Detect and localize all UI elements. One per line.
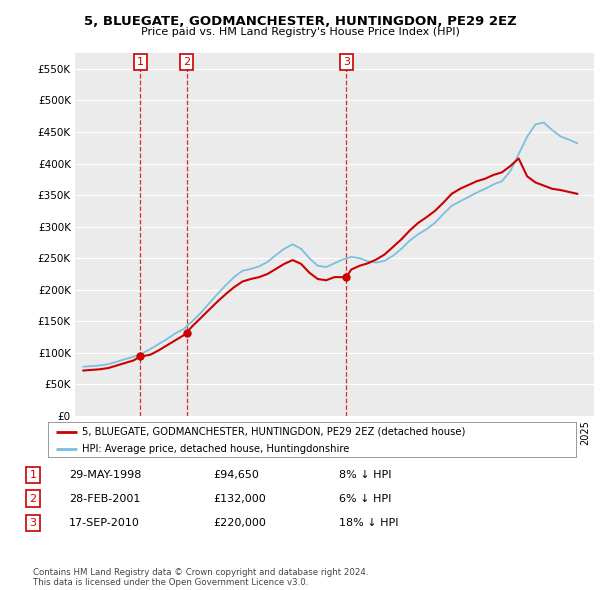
- Text: 2: 2: [183, 57, 190, 67]
- Text: £132,000: £132,000: [213, 494, 266, 503]
- Text: 1: 1: [137, 57, 144, 67]
- Text: £220,000: £220,000: [213, 519, 266, 528]
- Text: 3: 3: [343, 57, 350, 67]
- Text: Contains HM Land Registry data © Crown copyright and database right 2024.
This d: Contains HM Land Registry data © Crown c…: [33, 568, 368, 587]
- Text: 5, BLUEGATE, GODMANCHESTER, HUNTINGDON, PE29 2EZ (detached house): 5, BLUEGATE, GODMANCHESTER, HUNTINGDON, …: [82, 427, 466, 437]
- Text: 29-MAY-1998: 29-MAY-1998: [69, 470, 142, 480]
- Text: 2: 2: [29, 494, 37, 503]
- Text: Price paid vs. HM Land Registry's House Price Index (HPI): Price paid vs. HM Land Registry's House …: [140, 27, 460, 37]
- Text: 17-SEP-2010: 17-SEP-2010: [69, 519, 140, 528]
- Text: 1: 1: [29, 470, 37, 480]
- Text: HPI: Average price, detached house, Huntingdonshire: HPI: Average price, detached house, Hunt…: [82, 444, 350, 454]
- Text: 28-FEB-2001: 28-FEB-2001: [69, 494, 140, 503]
- Text: 5, BLUEGATE, GODMANCHESTER, HUNTINGDON, PE29 2EZ: 5, BLUEGATE, GODMANCHESTER, HUNTINGDON, …: [83, 15, 517, 28]
- Text: 3: 3: [29, 519, 37, 528]
- Text: £94,650: £94,650: [213, 470, 259, 480]
- Text: 18% ↓ HPI: 18% ↓ HPI: [339, 519, 398, 528]
- Text: 8% ↓ HPI: 8% ↓ HPI: [339, 470, 391, 480]
- Text: 6% ↓ HPI: 6% ↓ HPI: [339, 494, 391, 503]
